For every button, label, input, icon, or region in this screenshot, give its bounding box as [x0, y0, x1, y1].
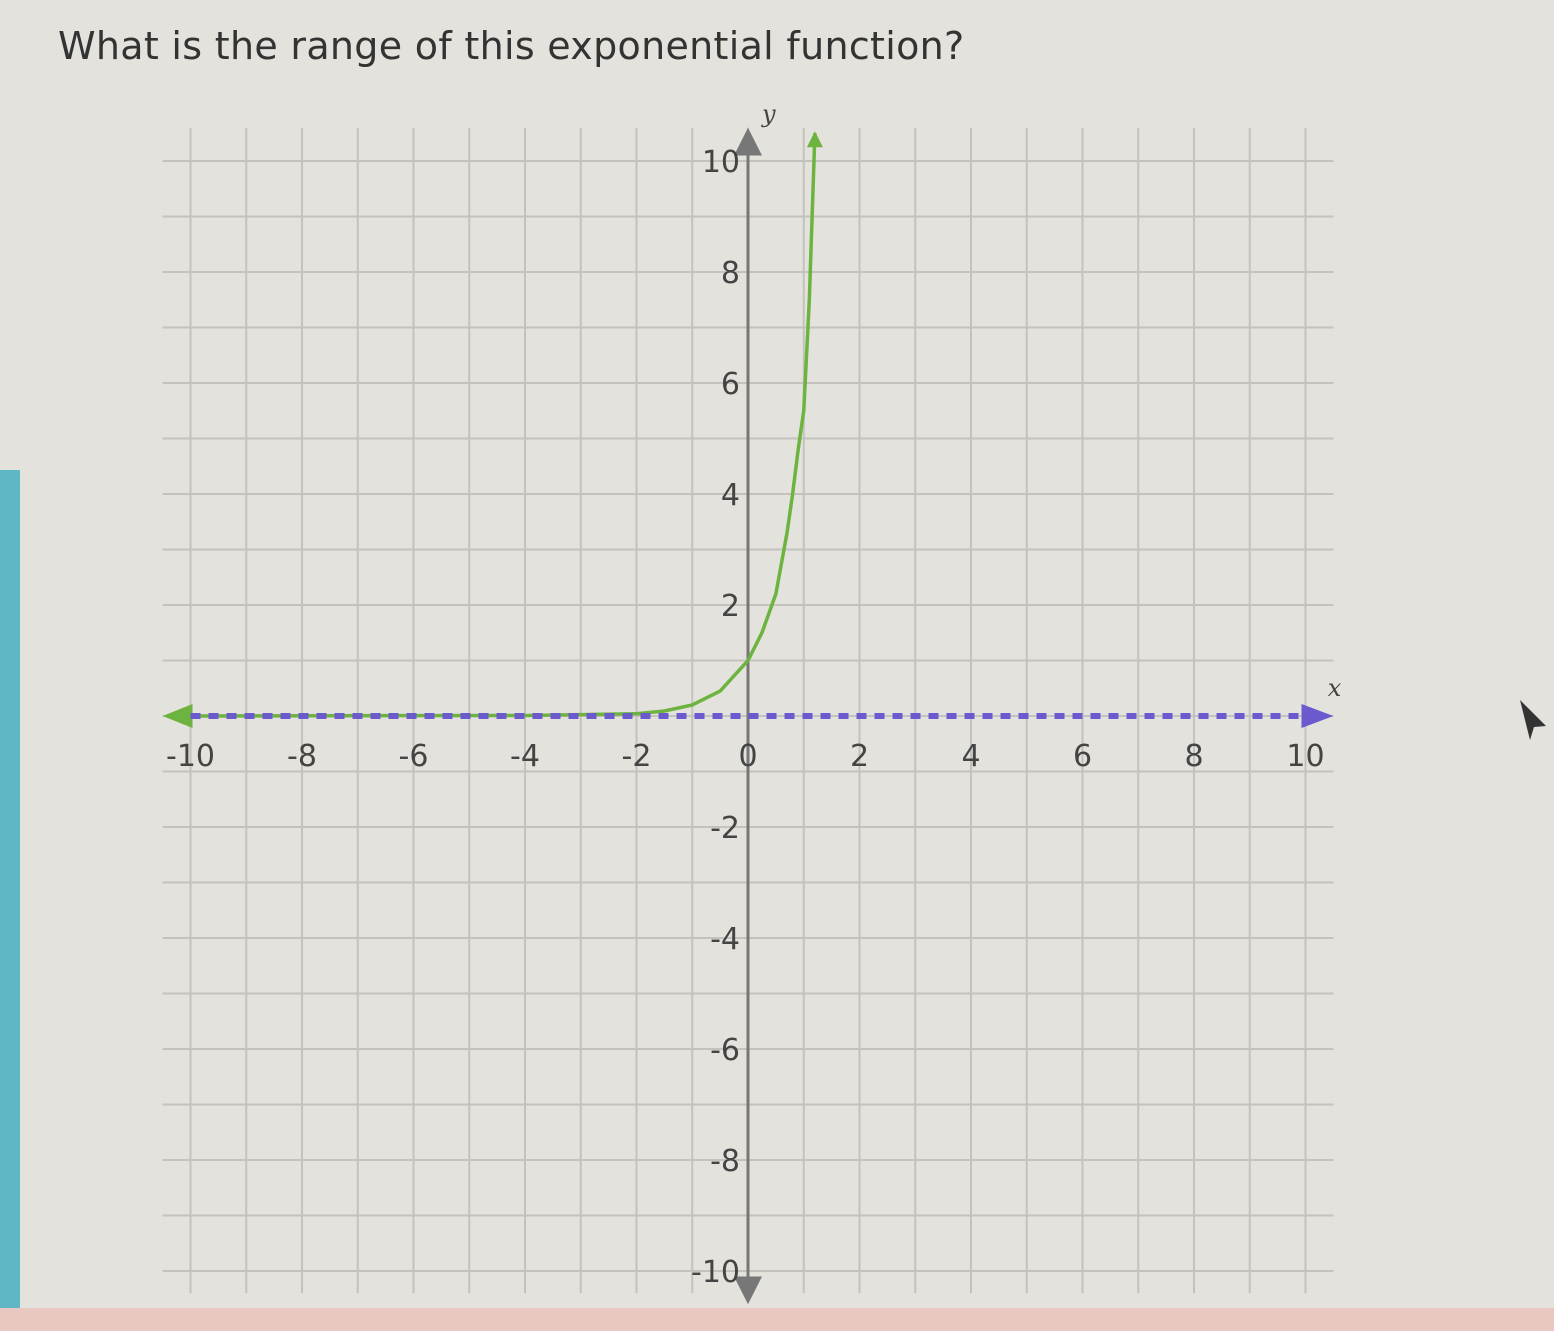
curve-arrow-left: [162, 704, 193, 728]
x-tick-label: 2: [850, 739, 869, 774]
asymptote-arrow-right: [1301, 704, 1334, 728]
x-tick-label: 6: [1073, 739, 1092, 774]
x-tick-label: 10: [1286, 739, 1324, 774]
y-axis-label: y: [761, 100, 776, 128]
x-tick-label: 8: [1184, 739, 1203, 774]
y-tick-label: -10: [691, 1255, 740, 1290]
x-tick-label: 4: [961, 739, 980, 774]
x-tick-label: 0: [738, 739, 757, 774]
x-tick-label: -10: [166, 739, 215, 774]
background-strip: [0, 470, 20, 1331]
y-tick-label: -6: [710, 1033, 740, 1068]
x-axis-label: x: [1328, 674, 1342, 702]
curve-arrow-up: [806, 131, 823, 148]
y-tick-label: -2: [710, 811, 740, 846]
y-tick-label: -4: [710, 922, 740, 957]
question-text: What is the range of this exponential fu…: [58, 24, 965, 68]
x-tick-label: -6: [399, 739, 429, 774]
y-tick-label: 10: [702, 145, 740, 180]
y-tick-label: 6: [721, 367, 740, 402]
x-tick-label: -8: [287, 739, 317, 774]
x-tick-label: -2: [622, 739, 652, 774]
taskbar-edge: [0, 1308, 1554, 1331]
y-tick-label: 2: [721, 589, 740, 624]
y-tick-label: 4: [721, 478, 740, 513]
y-axis-arrow-up: [734, 127, 762, 156]
y-axis-arrow-down: [734, 1276, 762, 1305]
y-tick-label: -8: [710, 1144, 740, 1179]
y-tick-label: 8: [721, 256, 740, 291]
exponential-curve: [190, 133, 817, 718]
x-tick-label: -4: [510, 739, 540, 774]
